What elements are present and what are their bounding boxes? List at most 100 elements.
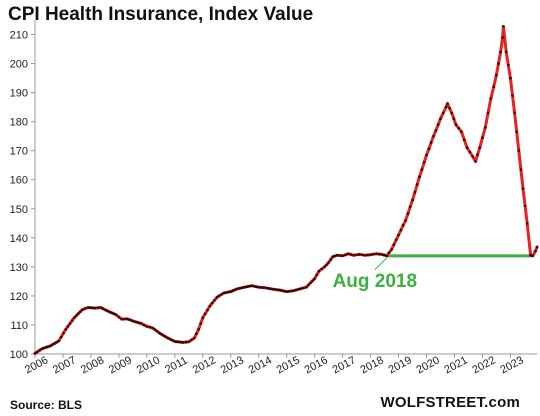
data-point <box>452 117 456 120</box>
data-point <box>504 50 508 54</box>
data-point <box>534 249 537 253</box>
data-point <box>75 314 78 318</box>
data-point <box>383 253 386 257</box>
data-point <box>162 334 165 337</box>
data-point <box>128 318 131 322</box>
annotation-leader <box>374 257 388 271</box>
data-point <box>271 287 275 291</box>
data-point <box>363 254 367 257</box>
y-tick-label: 160 <box>10 175 28 187</box>
data-point <box>387 251 391 254</box>
x-tick-label: 2019 <box>387 354 414 376</box>
data-point <box>64 328 68 331</box>
data-point <box>173 340 177 343</box>
data-point <box>104 308 107 312</box>
data-point <box>519 168 523 171</box>
data-point <box>355 253 358 257</box>
marker-layer <box>33 25 539 355</box>
data-point <box>287 290 291 293</box>
data-point <box>366 253 370 257</box>
data-point <box>241 286 244 290</box>
data-point <box>166 336 170 340</box>
data-point <box>297 288 300 291</box>
data-point <box>327 261 330 264</box>
data-point <box>415 183 419 186</box>
data-point <box>42 346 46 350</box>
data-point <box>164 335 167 339</box>
data-point <box>227 290 230 294</box>
data-point <box>380 253 384 256</box>
x-tick-label: 2022 <box>470 354 497 376</box>
data-point <box>385 254 389 258</box>
x-tick-label: 2023 <box>498 354 525 376</box>
data-point <box>231 289 235 292</box>
data-point <box>81 308 84 311</box>
data-point <box>278 288 282 292</box>
x-tick-label: 2014 <box>247 354 274 376</box>
data-point <box>333 254 337 258</box>
x-tick-label: 2015 <box>275 354 302 376</box>
data-point <box>427 147 431 151</box>
data-point <box>432 134 435 138</box>
y-tick-label: 210 <box>10 30 28 42</box>
data-point <box>276 288 279 292</box>
data-point <box>349 253 353 256</box>
annotation-layer: Aug 2018 <box>333 257 417 292</box>
data-point <box>40 347 44 351</box>
data-point <box>120 317 123 321</box>
data-point <box>525 222 529 225</box>
data-point <box>457 126 461 130</box>
data-point <box>486 111 490 115</box>
data-point <box>325 263 328 267</box>
data-point <box>468 150 472 154</box>
data-point <box>341 254 344 258</box>
data-point <box>399 228 403 232</box>
x-tick-label: 2021 <box>442 354 469 376</box>
data-point <box>313 277 317 280</box>
data-point <box>117 315 121 319</box>
data-point <box>406 212 410 215</box>
data-point <box>133 320 136 323</box>
data-point <box>59 335 63 339</box>
data-point <box>137 321 141 325</box>
data-point <box>448 107 451 110</box>
data-point <box>352 254 356 257</box>
data-point <box>266 287 270 290</box>
data-point <box>292 289 296 293</box>
data-point <box>229 290 233 293</box>
x-tick-label: 2007 <box>51 354 78 376</box>
data-point <box>315 273 319 277</box>
data-point <box>36 350 39 354</box>
data-point <box>175 340 179 344</box>
data-point <box>492 85 496 89</box>
data-point <box>234 288 237 291</box>
data-point <box>320 267 324 271</box>
data-point <box>481 136 484 139</box>
data-point <box>484 126 487 129</box>
data-point <box>294 288 298 292</box>
data-point <box>454 123 458 126</box>
x-tick-label: 2013 <box>219 354 246 376</box>
data-point <box>106 309 109 313</box>
source-note: Source: BLS <box>10 398 83 412</box>
data-point <box>501 36 504 39</box>
data-point <box>465 146 469 150</box>
x-tick-label: 2010 <box>135 354 162 376</box>
x-tick-label: 2017 <box>331 354 358 376</box>
data-point <box>72 316 76 320</box>
data-point <box>33 352 37 355</box>
data-point <box>179 340 183 344</box>
data-point <box>344 253 347 257</box>
data-point <box>499 50 502 54</box>
data-point <box>243 285 246 289</box>
data-point <box>401 223 405 227</box>
series-line-health-insurance <box>33 24 539 355</box>
data-point <box>135 320 138 324</box>
data-point <box>529 254 532 257</box>
data-point <box>199 322 202 325</box>
data-point <box>411 198 414 202</box>
data-point <box>84 307 87 310</box>
data-point <box>126 317 129 321</box>
